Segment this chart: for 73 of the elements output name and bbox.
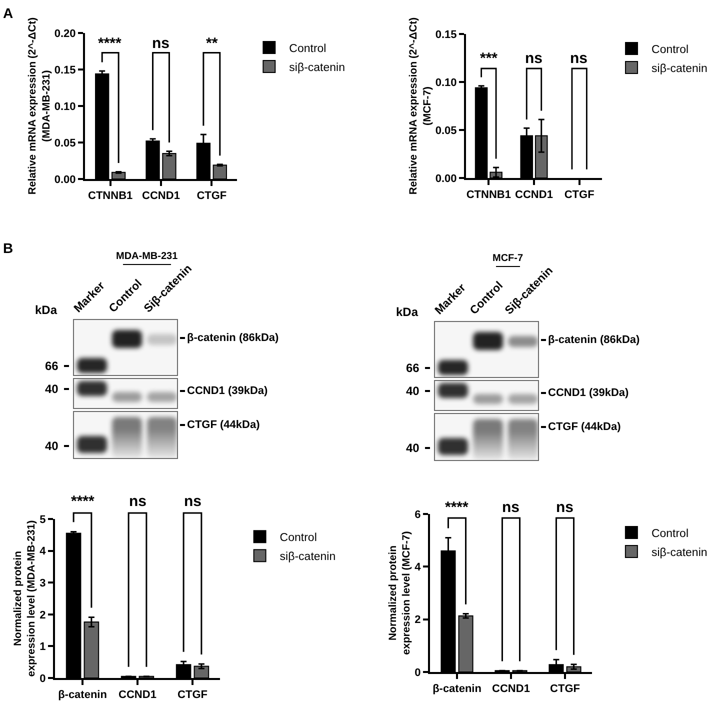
text: MDA-MB-231 <box>116 251 178 262</box>
y-tick-label: 0.00 <box>54 174 76 186</box>
text: 40 <box>406 384 420 398</box>
y-tick-label: 0.05 <box>435 124 457 137</box>
legend-label: siβ-catenin <box>652 62 708 75</box>
y-tick-label: 4 <box>414 562 422 574</box>
text: 66 <box>45 359 58 373</box>
y-axis-title: Normalized protein expression level (MDA-MB-231) <box>12 520 38 677</box>
text: 40 <box>45 382 58 396</box>
text: 40 <box>45 439 58 453</box>
annotation: *** <box>480 50 498 67</box>
y-tick-label: 0.15 <box>435 28 457 41</box>
category-label: CTGF (44kDa) <box>548 420 621 432</box>
legend-label: siβ-catenin <box>289 62 346 74</box>
annotation: ns <box>525 50 543 67</box>
annotation: ns <box>556 499 574 516</box>
x-tick-label: β-catenin <box>432 683 482 696</box>
annotation: ns <box>152 35 170 52</box>
x-tick-label: CTGF <box>550 683 580 696</box>
y-tick-label: 5 <box>40 514 46 526</box>
text: MCF-7 <box>492 253 524 264</box>
annotation: ns <box>570 50 588 67</box>
x-tick-label: CTGF <box>196 190 227 202</box>
x-tick-label: CTGF <box>178 689 208 702</box>
x-tick-label: CCND1 <box>142 190 180 202</box>
y-tick-label: 0.10 <box>435 76 457 89</box>
text: **** <box>71 493 95 510</box>
category-label: β-catenin (86kDa) <box>187 332 279 344</box>
y-tick-label: 1 <box>40 641 46 654</box>
y-tick-label: 6 <box>414 508 421 521</box>
text: A <box>3 5 14 21</box>
annotation: **** <box>98 35 122 52</box>
legend-label: Control <box>652 44 689 56</box>
y-axis-title: Normalized protein expression level (MCF-7) <box>387 531 413 655</box>
legend-label: siβ-catenin <box>280 551 336 564</box>
text: ns <box>129 493 147 510</box>
category-label: β-catenin (86kDa) <box>548 334 640 346</box>
annotation: ** <box>206 35 218 52</box>
legend-label: Control <box>289 42 326 55</box>
x-tick-label: CTGF <box>564 189 595 202</box>
y-tick-label: 0.15 <box>54 64 76 76</box>
y-tick-label: 0.10 <box>54 100 76 113</box>
text: ns <box>184 493 202 510</box>
text: kDa <box>35 303 58 317</box>
y-tick-label: 4 <box>40 546 47 558</box>
y-tick-label: 3 <box>40 577 46 590</box>
y-tick-label: 0 <box>40 672 46 685</box>
x-tick-label: CCND1 <box>515 189 553 202</box>
x-tick-label: CTNNB1 <box>466 189 511 202</box>
y-tick-label: 0.20 <box>54 28 76 40</box>
legend-label: siβ-catenin <box>651 546 708 559</box>
text: 40 <box>406 441 420 455</box>
text: 66 <box>406 361 420 375</box>
text: B <box>3 240 14 256</box>
y-tick-label: 0.00 <box>435 172 457 185</box>
legend-label: Control <box>651 528 689 540</box>
x-tick-label: CCND1 <box>492 683 530 696</box>
annotation: ns <box>502 499 520 516</box>
category-label: CTGF (44kDa) <box>187 418 260 430</box>
y-tick-label: 0 <box>414 666 421 679</box>
x-tick-label: CTNNB1 <box>88 190 133 202</box>
category-label: CCND1 (39kDa) <box>187 384 268 396</box>
y-axis-title: Relative mRNA expression (2^-ΔCt) (MCF-7) <box>408 17 434 195</box>
category-label: CCND1 (39kDa) <box>548 386 629 398</box>
y-tick-label: 2 <box>40 609 46 622</box>
text: kDa <box>396 305 418 319</box>
y-axis-title: Relative mRNA expression (2^-ΔCt) (MDA-MB-231) <box>26 17 52 195</box>
x-tick-label: β-catenin <box>58 689 108 702</box>
annotation: **** <box>445 499 469 516</box>
y-tick-label: 0.05 <box>54 137 76 150</box>
legend-label: Control <box>280 532 317 544</box>
y-tick-label: 2 <box>414 614 421 626</box>
x-tick-label: CCND1 <box>118 689 156 702</box>
